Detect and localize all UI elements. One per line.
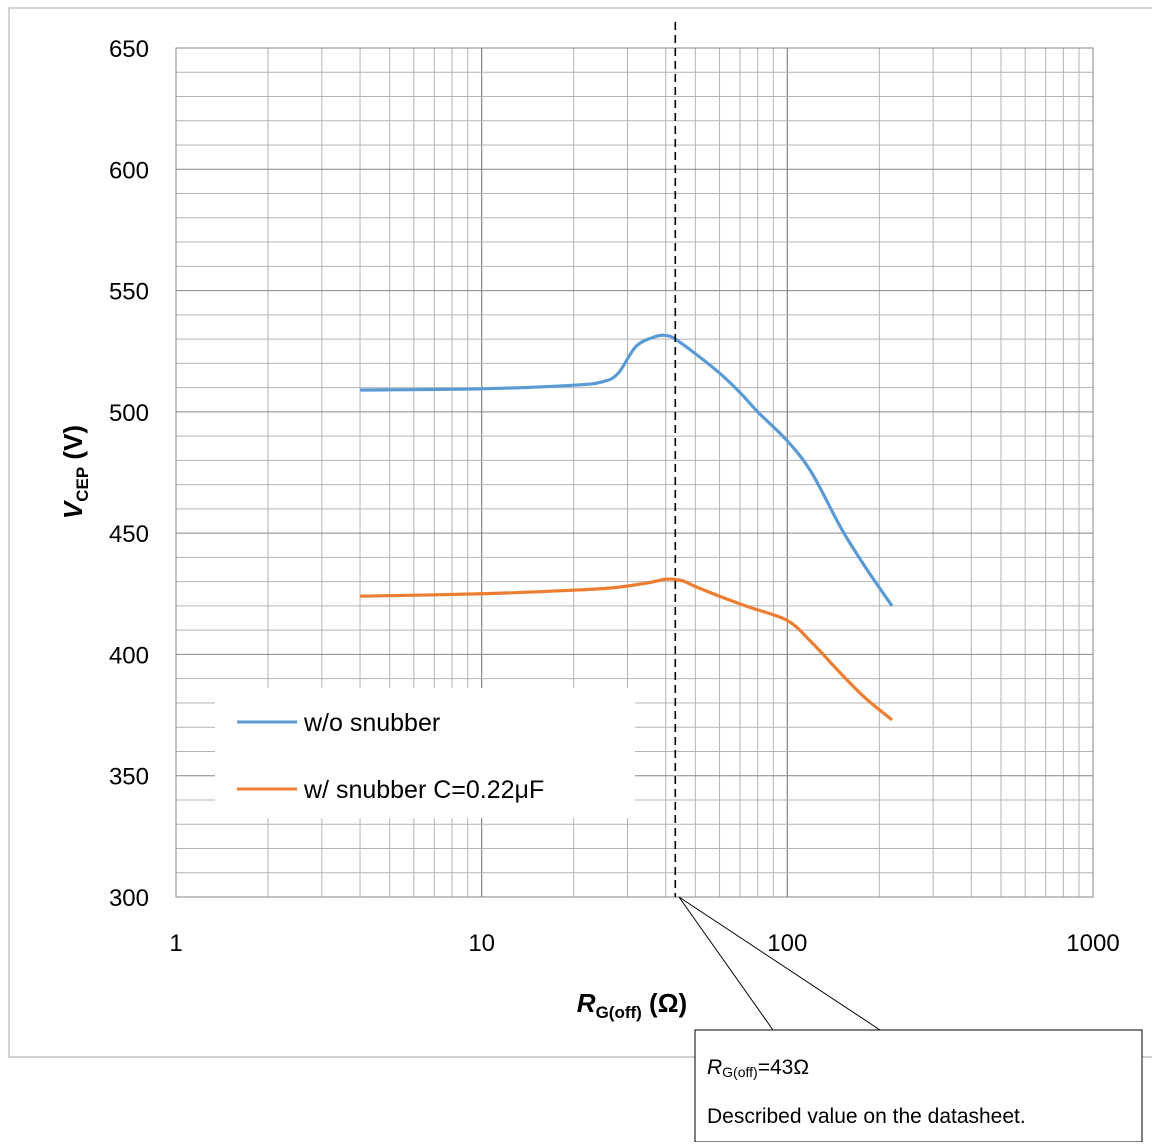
y-tick-label: 450 <box>109 521 149 548</box>
series <box>359 333 894 722</box>
tick-labels: 300 350 400 450 500 550 600 650 1 10 100 1000 <box>109 36 1120 957</box>
legend-label-w-snubber: w/ snubber C=0.22μF <box>303 776 544 804</box>
legend-box <box>215 688 635 818</box>
y-tick-label: 600 <box>109 157 149 184</box>
x-tick-label: 1 <box>169 930 182 957</box>
x-tick-label: 100 <box>767 930 807 957</box>
y-tick-label: 650 <box>109 36 149 63</box>
y-tick-label: 350 <box>109 764 149 791</box>
callout-box <box>694 1029 1143 1143</box>
legend-label-wo-snubber: w/o snubber <box>303 709 440 737</box>
x-tick-label: 1000 <box>1066 930 1119 957</box>
series-line-1 <box>359 577 894 722</box>
y-axis-title: VCEP (V) <box>58 425 92 519</box>
chart-area <box>8 7 1152 1058</box>
y-tick-label: 400 <box>109 642 149 669</box>
plot-frame <box>175 47 1094 898</box>
grid <box>175 47 1094 898</box>
x-tick-label: 10 <box>468 930 495 957</box>
annotation: RG(off)=43Ω Described value on the datas… <box>678 896 1143 1143</box>
y-tick-label: 300 <box>109 885 149 912</box>
callout-pointer <box>678 896 881 1031</box>
x-axis-title: RG(off) (Ω) <box>577 988 687 1022</box>
series-line-0 <box>360 333 894 607</box>
y-tick-label: 500 <box>109 400 149 427</box>
y-tick-label: 550 <box>109 279 149 306</box>
callout-line-2: Described value on the datasheet. <box>707 1105 1026 1128</box>
callout-line-1: RG(off)=43Ω <box>707 1056 809 1080</box>
legend: w/o snubber w/ snubber C=0.22μF <box>215 688 635 818</box>
